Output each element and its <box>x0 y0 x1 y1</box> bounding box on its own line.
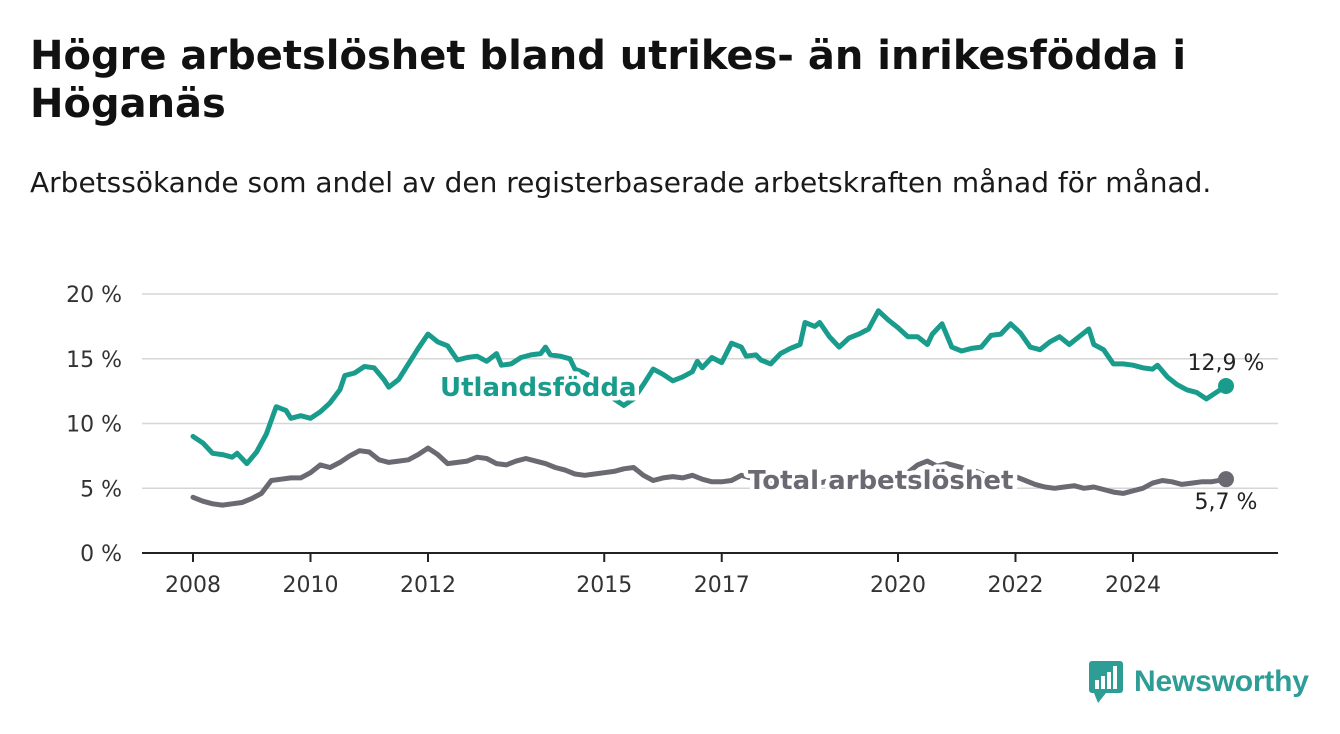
series-end-point <box>1218 471 1234 488</box>
x-tick-label: 2024 <box>1105 573 1161 598</box>
series-line <box>190 308 1229 467</box>
y-tick-label: 20 % <box>66 283 122 308</box>
series-name-label: Utlandsfödda <box>440 373 637 403</box>
brand-name: Newsworthy <box>1134 665 1309 698</box>
bar-chart-logo-icon <box>1089 661 1123 703</box>
series-end-point <box>1218 377 1234 394</box>
x-tick-label: 2017 <box>694 573 750 598</box>
chart-title: Högre arbetslöshet bland utrikes- än inr… <box>30 33 1187 127</box>
x-axis: 2008 2010 2012 2015 2017 2020 2022 2024 <box>142 552 1278 598</box>
grid-lines <box>142 293 1278 489</box>
series-labels: 12,9 %5,7 %UtlandsföddaUtlandsföddaTotal… <box>436 351 1265 515</box>
y-axis-tick-labels: 0 % 5 % 10 % 15 % 20 % <box>66 283 122 567</box>
y-tick-label: 15 % <box>66 348 122 373</box>
series-name-label: Total arbetslöshet <box>748 466 1013 496</box>
x-tick-label: 2012 <box>400 573 456 598</box>
y-tick-label: 0 % <box>80 542 122 567</box>
x-tick-label: 2010 <box>282 573 338 598</box>
y-tick-label: 10 % <box>66 413 122 438</box>
series-lines <box>190 308 1234 508</box>
series-name-halo: Utlandsfödda <box>440 373 637 403</box>
x-tick-label: 2015 <box>576 573 632 598</box>
end-value-label: 5,7 % <box>1195 490 1258 515</box>
series-name-halo: Total arbetslöshet <box>748 466 1013 496</box>
x-tick-label: 2008 <box>165 573 221 598</box>
end-value-label: 12,9 % <box>1188 351 1265 376</box>
x-tick-label: 2020 <box>870 573 926 598</box>
series-line <box>190 445 1229 508</box>
chart-subtitle: Arbetssökande som andel av den registerb… <box>30 166 1212 199</box>
y-tick-label: 5 % <box>80 477 122 502</box>
brand-logo: Newsworthy <box>1088 660 1309 704</box>
x-tick-label: 2022 <box>987 573 1043 598</box>
